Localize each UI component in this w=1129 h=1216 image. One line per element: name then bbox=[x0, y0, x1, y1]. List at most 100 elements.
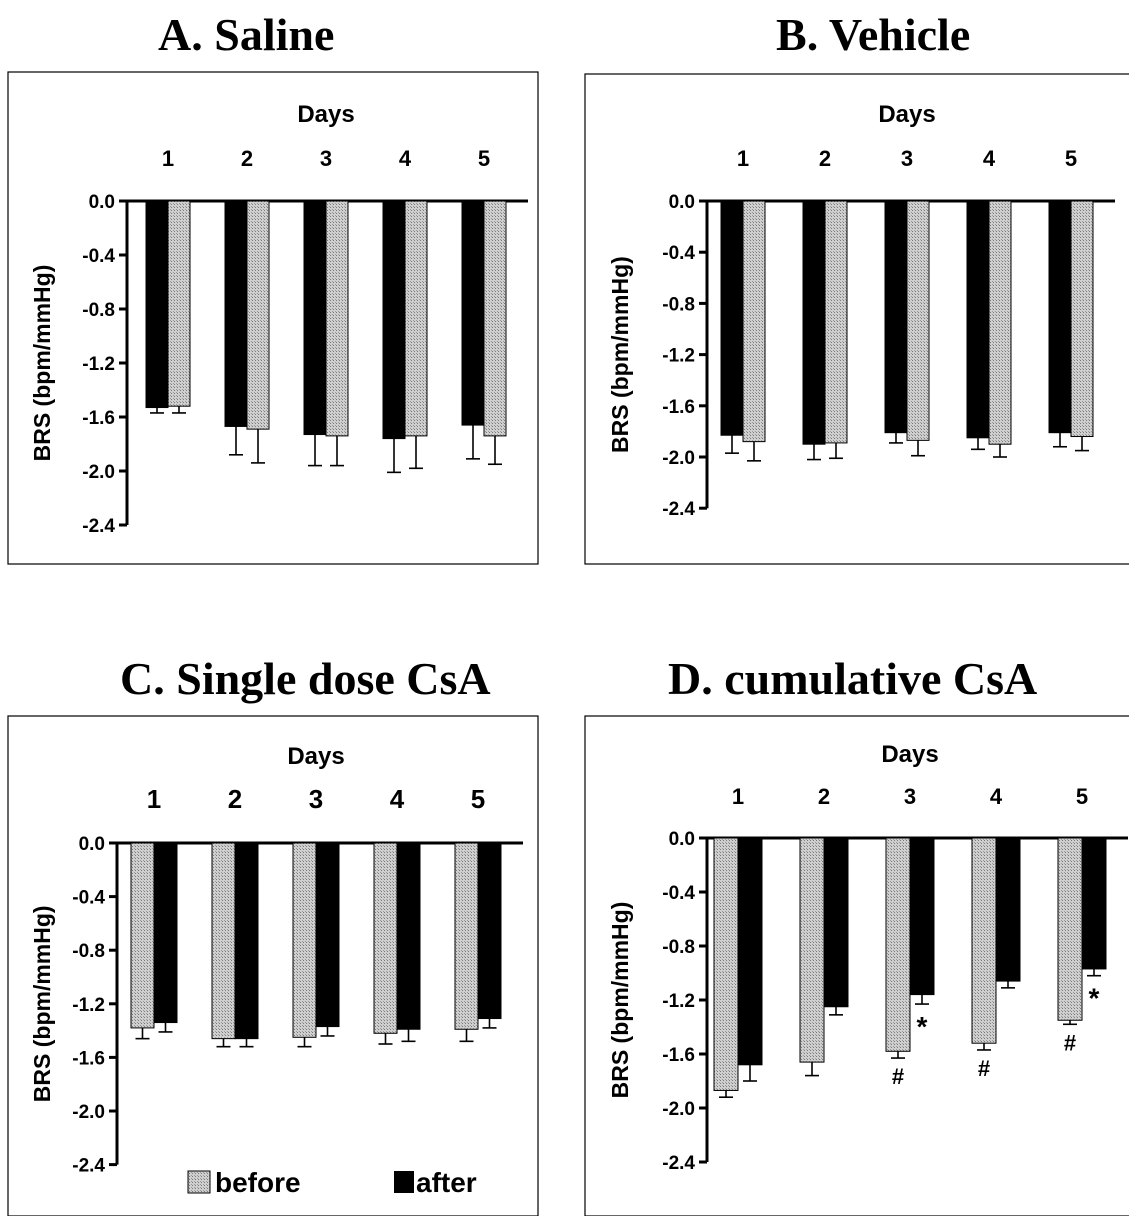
panel-a-frame bbox=[7, 71, 539, 565]
panel-a-bar-after bbox=[303, 200, 327, 436]
panel-c-y-tick-label: -0.8 bbox=[72, 941, 105, 962]
panel-d-bar-after bbox=[823, 837, 849, 1008]
panel-a-y-axis-label: BRS (bpm/mmHg) bbox=[29, 265, 55, 462]
panel-a-y-tick-label: -2.0 bbox=[82, 462, 115, 483]
panel-a-title: A. Saline bbox=[158, 8, 334, 61]
panel-d-y-axis-label: BRS (bpm/mmHg) bbox=[607, 902, 633, 1099]
panel-a-bar-after bbox=[461, 200, 485, 426]
panel-c-x-axis-label: Days bbox=[287, 743, 344, 770]
panel-a-bar-before bbox=[325, 200, 349, 437]
panel-b-category-label: 4 bbox=[983, 146, 996, 171]
panel-b-frame bbox=[584, 73, 1129, 565]
panel-c-y-tick-label: -1.2 bbox=[72, 995, 105, 1016]
panel-c-y-tick-label: 0.0 bbox=[79, 834, 105, 855]
panel-b-category-label: 1 bbox=[737, 146, 749, 171]
panel-d-frame bbox=[584, 715, 1129, 1216]
panel-a-letter: A bbox=[158, 9, 192, 60]
panel-d-y-tick-label: -0.4 bbox=[662, 883, 695, 904]
panel-c-bar-after bbox=[153, 842, 178, 1024]
panel-a-bar-after bbox=[382, 200, 406, 440]
panel-c-title-text: . Single dose CsA bbox=[153, 653, 491, 704]
panel-a-y-tick-label: -1.6 bbox=[82, 408, 115, 429]
panel-b-x-axis-label: Days bbox=[878, 101, 935, 128]
panel-b-bar-after bbox=[966, 200, 990, 439]
panel-b-bar-before bbox=[1070, 200, 1094, 438]
panel-b-y-tick-label: -1.6 bbox=[662, 397, 695, 418]
panel-b-bar-before bbox=[742, 200, 766, 443]
panel-c-bar-before bbox=[130, 842, 155, 1029]
panel-d-category-label: 3 bbox=[904, 784, 916, 809]
panel-d-category-label: 4 bbox=[990, 784, 1003, 809]
panel-a-y-tick-label: 0.0 bbox=[89, 192, 115, 213]
panel-d-y-tick-label: -2.4 bbox=[662, 1153, 695, 1174]
panel-b-category-label: 5 bbox=[1065, 146, 1077, 171]
panel-d-significance-hash: # bbox=[1064, 1030, 1076, 1055]
panel-d-bar-after bbox=[1081, 837, 1107, 970]
panel-c-letter: C bbox=[120, 653, 154, 704]
panel-b-letter: B bbox=[776, 9, 807, 60]
panel-d-title-text: . cumulative CsA bbox=[701, 653, 1038, 704]
panel-c-bar-after bbox=[315, 842, 340, 1028]
panel-b-title: B. Vehicle bbox=[776, 8, 970, 61]
panel-a-bar-before bbox=[483, 200, 507, 437]
panel-b-bar-before bbox=[988, 200, 1012, 445]
panel-c-y-tick-label: -2.0 bbox=[72, 1102, 105, 1123]
panel-b-bar-before bbox=[906, 200, 930, 441]
legend-after-label: after bbox=[416, 1167, 477, 1198]
panel-d-bar-after bbox=[737, 837, 763, 1066]
panel-d-category-label: 1 bbox=[732, 784, 744, 809]
panel-d-bar-before bbox=[885, 837, 911, 1052]
panel-b-y-tick-label: -1.2 bbox=[662, 346, 695, 367]
panel-d-significance-hash: # bbox=[978, 1056, 990, 1081]
panel-a-chart: 0.0 -0.4 -0.8 -1.2 -1.6 -2.0 -2.4 BRS (bpm/mmHg… bbox=[7, 71, 539, 565]
panel-c-y-tick-label: -1.6 bbox=[72, 1048, 105, 1069]
panel-b-bar-after bbox=[720, 200, 744, 436]
panel-a-y-tick-label: -1.2 bbox=[82, 354, 115, 375]
panel-c-bar-before bbox=[454, 842, 479, 1030]
panel-d-bar-after bbox=[995, 837, 1021, 982]
panel-b-bar-before bbox=[824, 200, 848, 444]
panel-c-bar-after bbox=[396, 842, 421, 1030]
panel-c-y-tick-label: -2.4 bbox=[72, 1156, 105, 1177]
panel-a-y-tick-label: -0.4 bbox=[82, 246, 115, 267]
panel-c-bar-before bbox=[292, 842, 317, 1038]
panel-d-y-tick-label: -1.6 bbox=[662, 1045, 695, 1066]
panel-c-y-tick-label: -0.4 bbox=[72, 888, 105, 909]
panel-b-bar-after bbox=[884, 200, 908, 434]
panel-c-bar-before bbox=[373, 842, 398, 1034]
panel-c-category-label: 3 bbox=[309, 784, 323, 814]
panel-a-x-axis-label: Days bbox=[297, 101, 354, 128]
panel-b-y-axis-label: BRS (bpm/mmHg) bbox=[607, 256, 633, 453]
panel-d-y-tick-label: -0.8 bbox=[662, 937, 695, 958]
panel-c-category-label: 4 bbox=[390, 784, 405, 814]
panel-d-significance-star: * bbox=[1089, 983, 1100, 1014]
panel-a-bar-before bbox=[246, 200, 270, 430]
panel-a-category-label: 3 bbox=[320, 146, 332, 171]
panel-d-y-tick-label: -2.0 bbox=[662, 1099, 695, 1120]
panel-d-y-tick-label: -1.2 bbox=[662, 991, 695, 1012]
panel-a-bar-before bbox=[404, 200, 428, 437]
panel-d-bar-before bbox=[1057, 837, 1083, 1021]
panel-c-bar-after bbox=[477, 842, 502, 1020]
panel-a-bar-after bbox=[224, 200, 248, 427]
panel-b-bar-after bbox=[1048, 200, 1072, 434]
panel-b-title-text: . Vehicle bbox=[806, 9, 971, 60]
panel-d-category-label: 2 bbox=[818, 784, 830, 809]
panel-d-title: D. cumulative CsA bbox=[668, 652, 1037, 705]
panel-d-significance-star: * bbox=[917, 1011, 928, 1042]
panel-c-category-label: 5 bbox=[471, 784, 485, 814]
panel-a-category-label: 4 bbox=[399, 146, 412, 171]
panel-a-category-label: 1 bbox=[162, 146, 174, 171]
panel-d-letter: D bbox=[668, 653, 702, 704]
panel-b-category-label: 2 bbox=[819, 146, 831, 171]
legend-before-label: before bbox=[215, 1167, 301, 1198]
panel-c-y-axis-label: BRS (bpm/mmHg) bbox=[29, 905, 55, 1102]
panel-a-bar-after bbox=[145, 200, 169, 409]
panel-c-chart: 0.0 -0.4 -0.8 -1.2 -1.6 -2.0 -2.4 BRS (bpm/mmHg… bbox=[7, 715, 539, 1216]
panel-d-bar-before bbox=[713, 837, 739, 1091]
panel-d-chart: 0.0 -0.4 -0.8 -1.2 -1.6 -2.0 -2.4 BRS (bpm/mmHg… bbox=[584, 715, 1129, 1216]
legend-before-swatch bbox=[187, 1170, 211, 1194]
panel-c-title: C. Single dose CsA bbox=[120, 652, 491, 705]
panel-c-frame bbox=[7, 715, 539, 1216]
